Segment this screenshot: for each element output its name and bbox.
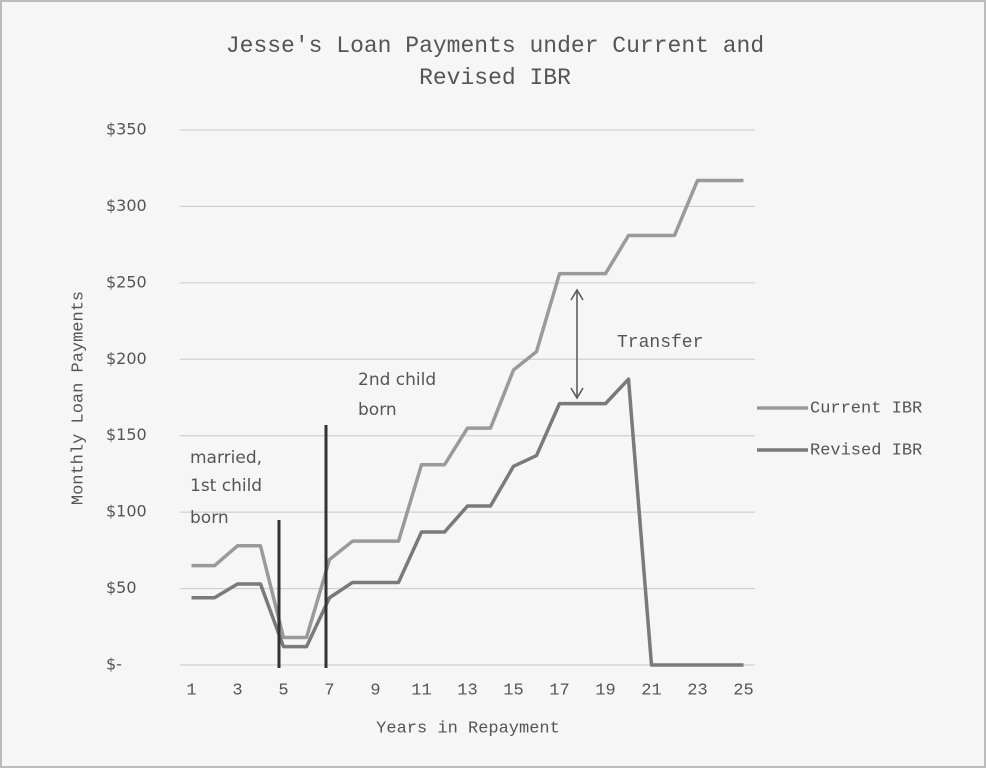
x-tick-label: 7 [324, 681, 334, 700]
y-tick-label: $200 [106, 349, 147, 368]
transfer-arrow [570, 288, 584, 400]
x-tick-label: 1 [186, 681, 196, 700]
legend-label: Current IBR [810, 399, 922, 418]
chart-title: Revised IBR [419, 65, 571, 91]
y-tick-label: $150 [106, 425, 147, 444]
series-line [191, 377, 744, 667]
y-tick-label: $- [106, 655, 122, 674]
y-tick-label: $50 [106, 578, 137, 597]
y-tick-label: $350 [106, 120, 147, 139]
annotation: born [190, 508, 229, 528]
annotation: 2nd child [358, 370, 436, 390]
annotation: Transfer [617, 333, 703, 353]
x-tick-label: 11 [411, 681, 431, 700]
x-tick-label: 5 [278, 681, 288, 700]
x-tick-label: 21 [641, 681, 661, 700]
y-tick-label: $100 [106, 502, 147, 521]
annotation: born [358, 400, 397, 420]
x-tick-label: 3 [232, 681, 242, 700]
x-axis-label: Years in Repayment [376, 719, 560, 738]
x-tick-label: 19 [595, 681, 615, 700]
y-tick-label: $250 [106, 272, 147, 291]
x-tick-label: 25 [733, 681, 753, 700]
x-tick-label: 15 [503, 681, 523, 700]
y-tick-label: $300 [106, 196, 147, 215]
legend-label: Revised IBR [810, 441, 922, 460]
annotation: 1st child [190, 476, 262, 496]
series-line [191, 178, 744, 640]
y-axis-label: Monthly Loan Payments [69, 291, 88, 505]
x-tick-label: 17 [549, 681, 569, 700]
x-tick-label: 13 [457, 681, 477, 700]
x-tick-label: 9 [370, 681, 380, 700]
chart-title: Jesse's Loan Payments under Current and [226, 33, 764, 59]
annotation: married, [190, 448, 262, 468]
x-tick-label: 23 [687, 681, 707, 700]
